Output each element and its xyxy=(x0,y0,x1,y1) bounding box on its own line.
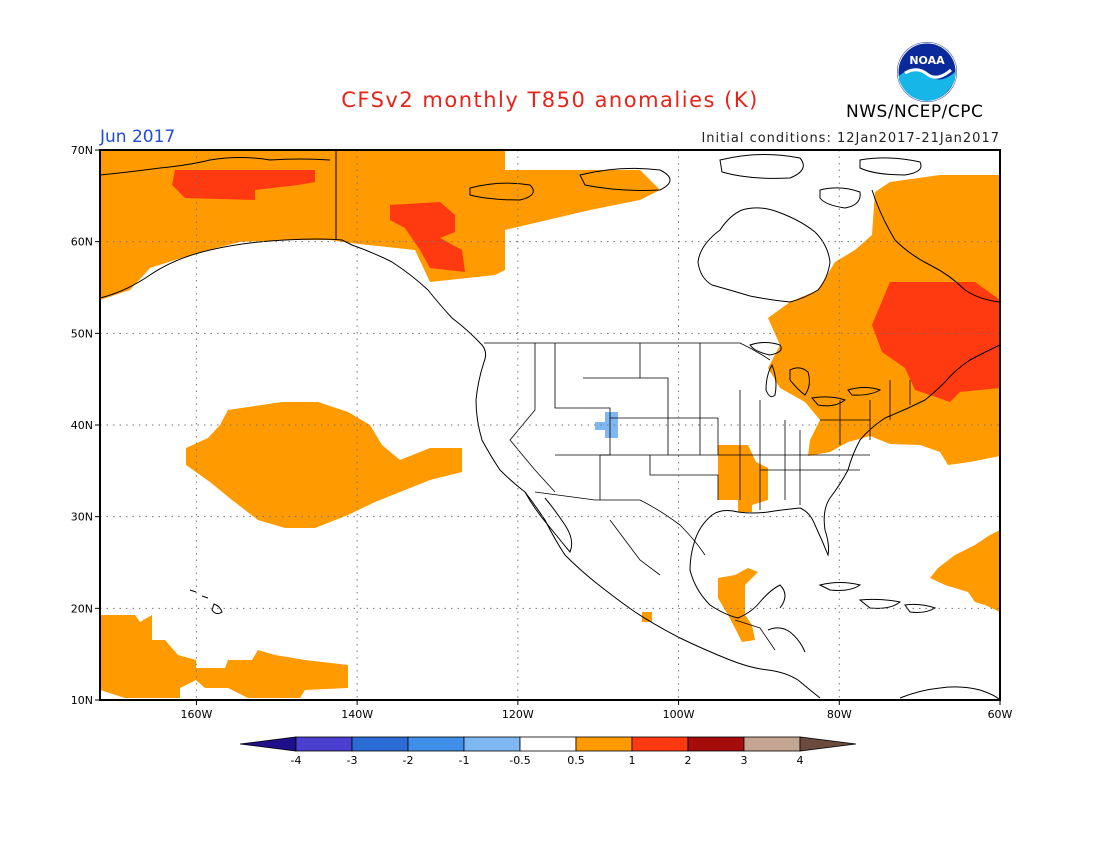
lat-tick-label: 20N xyxy=(71,602,93,615)
logo-text: NOAA xyxy=(909,54,945,67)
lon-tick-label: 140W xyxy=(341,708,373,721)
colorbar-max-arrow xyxy=(799,736,857,752)
coastlines xyxy=(100,150,1000,700)
lon-tick-label: 100W xyxy=(663,708,695,721)
colorbar-swatch xyxy=(463,736,521,752)
anomaly-region-mississippi xyxy=(718,445,768,512)
colorbar-swatch xyxy=(295,736,353,752)
colorbar-label: -3 xyxy=(347,754,358,767)
colorbar-swatch xyxy=(687,736,745,752)
lon-tick-label: 120W xyxy=(502,708,534,721)
anomaly-region-yukon-strong xyxy=(390,202,465,272)
noaa-logo-icon: NOAA xyxy=(897,42,957,102)
colorbar-swatch xyxy=(351,736,409,752)
axis-ticks: 160W 140W 120W 100W 80W 60W 70N 60N 50N 40N 30N 20N… xyxy=(71,144,1013,721)
colorbar-label: 1 xyxy=(629,754,636,767)
colorbar: -4 -3 -2 -1 -0.5 0.5 1 2 3 4 xyxy=(239,736,857,767)
colorbar-label: 2 xyxy=(685,754,692,767)
lat-tick-label: 50N xyxy=(71,327,93,340)
lat-tick-label: 40N xyxy=(71,419,93,432)
forecast-month: Jun 2017 xyxy=(100,127,176,147)
anomaly-region-southern-mexico xyxy=(718,568,758,642)
anomaly-region-northeast-pacific xyxy=(186,402,462,528)
colorbar-label: 4 xyxy=(797,754,804,767)
anomaly-region-quebec-strong xyxy=(872,282,1000,402)
anomaly-region-western-atlantic xyxy=(930,530,1000,612)
colorbar-swatch xyxy=(407,736,465,752)
lon-tick-label: 160W xyxy=(180,708,212,721)
lat-tick-label: 10N xyxy=(71,694,93,707)
colorbar-label: -4 xyxy=(291,754,302,767)
colorbar-label: 0.5 xyxy=(567,754,585,767)
anomaly-region-alaska-strong xyxy=(172,170,315,200)
colorbar-label: -1 xyxy=(459,754,470,767)
colorbar-label: -0.5 xyxy=(509,754,530,767)
colorbar-swatch xyxy=(743,736,801,752)
agency-label: NWS/NCEP/CPC xyxy=(846,102,984,122)
lat-tick-label: 60N xyxy=(71,236,93,249)
chart-title: CFSv2 monthly T850 anomalies (K) xyxy=(341,88,759,112)
colorbar-swatch xyxy=(631,736,689,752)
initial-conditions: Initial conditions: 12Jan2017-21Jan2017 xyxy=(701,131,1000,146)
anomaly-region-hawaii-tropical xyxy=(100,615,348,698)
lon-tick-label: 60W xyxy=(988,708,1013,721)
anomaly-region-gulf-small xyxy=(642,612,652,622)
colorbar-swatch xyxy=(575,736,633,752)
colorbar-swatch xyxy=(519,736,577,752)
anomaly-shading xyxy=(100,150,1000,698)
colorbar-min-arrow xyxy=(239,736,297,752)
lat-tick-label: 30N xyxy=(71,511,93,524)
lat-tick-label: 70N xyxy=(71,144,93,157)
lon-tick-label: 80W xyxy=(827,708,852,721)
colorbar-label: -2 xyxy=(403,754,414,767)
political-borders xyxy=(484,342,911,651)
colorbar-label: 3 xyxy=(741,754,748,767)
anomaly-region-colorado-negative xyxy=(595,412,618,438)
